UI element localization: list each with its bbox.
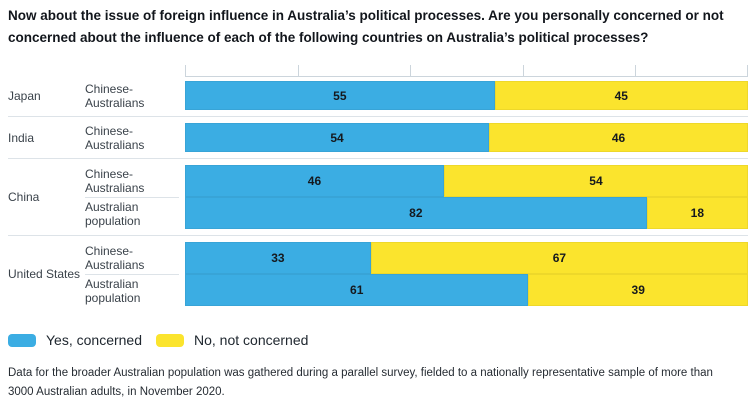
row-label: Chinese-Australians xyxy=(85,123,145,152)
footnote: Data for the broader Australian populati… xyxy=(8,364,746,402)
x-axis xyxy=(185,64,748,77)
group-rows: Chinese-Australians 33 67 Australian popula… xyxy=(85,242,748,306)
bar-row: Australian population 61 39 xyxy=(85,274,748,306)
row-label: Australian population xyxy=(85,274,179,306)
footnote-line1: Data for the broader Australian populati… xyxy=(8,367,713,379)
group-rows: Chinese-Australians 54 46 xyxy=(85,123,748,152)
chart: Japan Chinese-Australians 55 45 India Chinese… xyxy=(8,64,748,312)
bar-value: 82 xyxy=(409,206,423,220)
survey-chart-page: Now about the issue of foreign influence… xyxy=(0,5,754,412)
bar-row: Chinese-Australians 46 54 xyxy=(85,165,748,197)
bar-value: 67 xyxy=(552,251,567,265)
legend-label: No, not concerned xyxy=(194,332,309,348)
bar-segment-yes: 46 xyxy=(185,165,444,197)
axis-tick xyxy=(185,65,186,76)
chart-title: Now about the issue of foreign influence… xyxy=(8,5,746,49)
chart-group: Japan Chinese-Australians 55 45 xyxy=(8,77,748,116)
legend-item: No, not concerned xyxy=(156,332,308,348)
axis-tick xyxy=(635,65,637,76)
bar-segment-no: 45 xyxy=(494,81,748,110)
bar-track: 55 45 xyxy=(185,81,748,110)
bar-value: 55 xyxy=(333,88,347,103)
bar-row: Australian population 82 18 xyxy=(85,197,748,229)
bar-segment-no: 39 xyxy=(528,274,748,306)
chart-groups: Japan Chinese-Australians 55 45 India Chinese… xyxy=(8,77,748,312)
country-label: Japan xyxy=(8,88,41,103)
group-rows: Chinese-Australians 55 45 xyxy=(85,81,748,110)
legend-swatch xyxy=(8,333,36,347)
chart-title-line1: Now about the issue of foreign influence… xyxy=(8,8,724,23)
bar-value: 54 xyxy=(330,130,344,145)
row-label: Chinese-Australians xyxy=(85,244,145,272)
bar-track: 82 18 xyxy=(185,197,748,229)
axis-tick xyxy=(410,65,412,76)
axis-tick xyxy=(522,65,524,76)
legend-item: Yes, concerned xyxy=(8,332,142,348)
bar-value: 18 xyxy=(690,206,704,220)
bar-track: 33 67 xyxy=(185,242,748,274)
bar-segment-yes: 55 xyxy=(185,81,495,110)
row-label: Chinese-Australians xyxy=(85,167,145,195)
chart-group: China Chinese-Australians 46 54 Australian p… xyxy=(8,158,748,235)
bar-track: 54 46 xyxy=(185,123,748,152)
chart-group: United States Chinese-Australians 33 67 Aust… xyxy=(8,235,748,312)
bar-value: 33 xyxy=(271,251,285,265)
bar-row: Chinese-Australians 54 46 xyxy=(85,123,748,152)
bar-segment-no: 54 xyxy=(443,165,748,197)
row-label: Australian population xyxy=(85,197,179,229)
legend-swatch xyxy=(156,333,184,347)
bar-segment-no: 18 xyxy=(646,197,748,229)
bar-segment-no: 46 xyxy=(489,123,748,152)
country-label: China xyxy=(8,190,40,204)
bar-value: 39 xyxy=(631,283,645,297)
bar-value: 46 xyxy=(307,174,322,188)
bar-row: Chinese-Australians 33 67 xyxy=(85,242,748,274)
legend-label: Yes, concerned xyxy=(46,332,142,348)
bar-track: 61 39 xyxy=(185,274,748,306)
bar-value: 61 xyxy=(350,283,364,297)
chart-title-line2: concerned about the influence of each of… xyxy=(8,30,649,45)
axis-tick xyxy=(747,65,748,76)
footnote-line2: 3000 Australian adults, in November 2020… xyxy=(8,386,225,398)
chart-group: India Chinese-Australians 54 46 xyxy=(8,116,748,158)
axis-tick xyxy=(297,65,299,76)
bar-segment-yes: 54 xyxy=(185,123,490,152)
bar-track: 46 54 xyxy=(185,165,748,197)
bar-segment-no: 67 xyxy=(370,242,748,274)
bar-value: 54 xyxy=(589,174,603,188)
bar-row: Chinese-Australians 55 45 xyxy=(85,81,748,110)
country-label: India xyxy=(8,130,35,145)
legend: Yes, concerned No, not concerned xyxy=(8,332,754,348)
bar-segment-yes: 82 xyxy=(185,197,647,229)
bar-segment-yes: 61 xyxy=(185,274,529,306)
group-rows: Chinese-Australians 46 54 Australian popula… xyxy=(85,165,748,229)
country-label: United States xyxy=(8,267,81,281)
bar-value: 45 xyxy=(614,88,628,103)
row-label: Chinese-Australians xyxy=(85,81,145,110)
bar-value: 46 xyxy=(611,130,626,145)
bar-segment-yes: 33 xyxy=(185,242,371,274)
